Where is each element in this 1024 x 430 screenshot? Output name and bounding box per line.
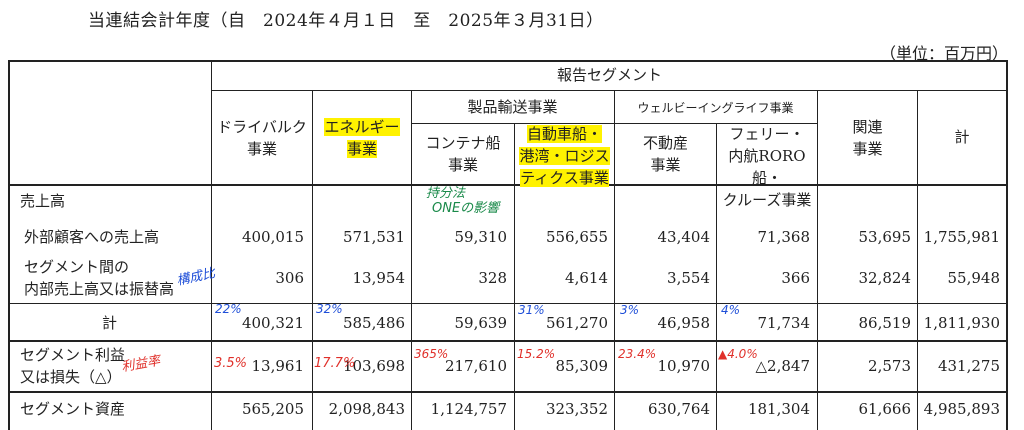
external-value: 71,368 [757, 228, 811, 246]
unit-label: （単位：百万円） [879, 44, 1008, 63]
inter-value: 366 [781, 269, 810, 287]
assets-value: 1,124,757 [430, 400, 507, 418]
external-value: 400,015 [241, 228, 304, 246]
inter-value: 328 [478, 269, 507, 287]
handwritten-share: 22% [215, 302, 242, 316]
handwritten-container-note: 持分法 ONEの影響 [426, 186, 500, 216]
wellbeing-header: ウェルビーイングライフ事業 [637, 101, 794, 115]
handwritten-margin: 3.5% [214, 356, 248, 371]
assets-value: 630,764 [647, 400, 710, 418]
subtotal-value: 400,321 [241, 314, 304, 332]
external-value: 53,695 [858, 228, 912, 246]
col-ferry: フェリー・ 内航RORO船・ クルーズ事業 [722, 125, 812, 209]
profit-value: 13,961 [251, 357, 305, 375]
profit-value: 103,698 [342, 357, 405, 375]
row-profit-label: セグメント利益 又は損失（△） [20, 346, 126, 386]
row-subtotal-label: 計 [101, 314, 117, 332]
period-title: 当連結会計年度（自 2024年４月１日 至 2025年３月31日） [88, 11, 604, 31]
external-value: 59,310 [454, 228, 508, 246]
profit-value: 431,275 [937, 357, 1000, 375]
subtotal-value: 585,486 [342, 314, 405, 332]
inter-value: 32,824 [858, 269, 912, 287]
row-assets-label: セグメント資産 [20, 400, 126, 418]
report-segment-header: 報告セグメント [556, 66, 662, 84]
handwritten-margin: 23.4% [618, 347, 657, 361]
handwritten-margin: 15.2% [517, 347, 556, 361]
subtotal-value: 46,958 [657, 314, 711, 332]
inter-value: 3,554 [667, 269, 710, 287]
subtotal-value: 1,811,930 [923, 314, 1000, 332]
assets-value: 181,304 [747, 400, 810, 418]
assets-value: 61,666 [858, 400, 912, 418]
inter-value: 306 [275, 269, 304, 287]
assets-value: 323,352 [545, 400, 608, 418]
external-value: 556,655 [545, 228, 608, 246]
col-container: コンテナ船 事業 [425, 134, 501, 174]
subtotal-value: 86,519 [858, 314, 912, 332]
external-value: 571,531 [342, 228, 405, 246]
subtotal-value: 59,639 [454, 314, 508, 332]
subtotal-value: 561,270 [545, 314, 608, 332]
col-car-carrier: 自動車船・ 港湾・ロジス ティクス事業 [519, 125, 610, 187]
inter-value: 4,614 [565, 269, 608, 287]
assets-value: 2,098,843 [328, 400, 405, 418]
profit-value: 10,970 [657, 357, 711, 375]
external-value: 43,404 [657, 228, 711, 246]
handwritten-share: 3% [620, 303, 640, 317]
row-sales-label: 売上高 [20, 192, 66, 210]
profit-value: 85,309 [555, 357, 609, 375]
subtotal-value: 71,734 [757, 314, 811, 332]
external-value: 1,755,981 [923, 228, 1000, 246]
col-dry-bulk: ドライバルク 事業 [217, 118, 307, 158]
assets-value: 4,985,893 [923, 400, 1000, 418]
col-energy: エネルギー 事業 [324, 118, 400, 158]
profit-value: △2,847 [755, 357, 810, 375]
profit-value: 217,610 [444, 357, 507, 375]
product-transport-header: 製品輸送事業 [467, 98, 558, 116]
row-inter-label: セグメント間の 内部売上高又は振替高 [24, 258, 175, 298]
inter-value: 13,954 [352, 269, 406, 287]
handwritten-margin: ▲4.0% [718, 347, 758, 361]
handwritten-margin-label: 利益率 [120, 353, 162, 376]
handwritten-share: 4% [721, 303, 741, 317]
assets-value: 565,205 [241, 400, 304, 418]
col-real-estate: 不動産 事業 [642, 134, 688, 174]
handwritten-margin: 365% [414, 347, 449, 361]
row-external-label: 外部顧客への売上高 [24, 228, 160, 246]
col-related: 関連 事業 [852, 118, 883, 158]
handwritten-share: 32% [316, 302, 343, 316]
handwritten-margin: 17.7% [314, 356, 356, 371]
inter-value: 55,948 [947, 269, 1001, 287]
handwritten-share: 31% [518, 303, 545, 317]
segment-table: 報告セグメント 製品輸送事業 ウェルビーイングライフ事業 ドライバルク 事業 エネ… [8, 60, 1008, 430]
col-total: 計 [954, 128, 970, 146]
profit-value: 2,573 [868, 357, 911, 375]
